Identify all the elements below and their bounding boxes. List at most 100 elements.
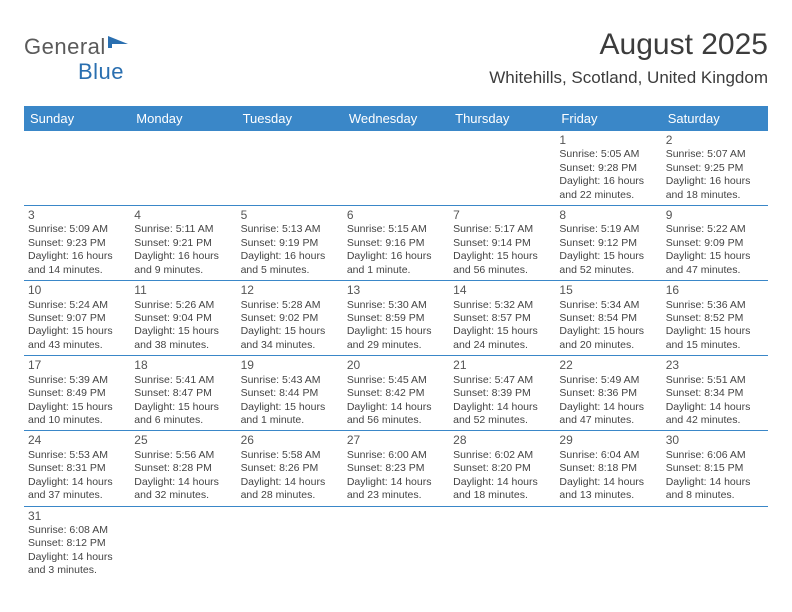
sunset-text: Sunset: 8:31 PM: [28, 462, 126, 475]
daylight-text: and 42 minutes.: [666, 414, 764, 427]
sunset-text: Sunset: 9:23 PM: [28, 237, 126, 250]
location-text: Whitehills, Scotland, United Kingdom: [489, 68, 768, 88]
sunset-text: Sunset: 8:12 PM: [28, 537, 126, 550]
sunrise-text: Sunrise: 5:30 AM: [347, 299, 445, 312]
daylight-text: and 5 minutes.: [241, 264, 339, 277]
sunrise-text: Sunrise: 5:15 AM: [347, 223, 445, 236]
sunrise-text: Sunrise: 5:56 AM: [134, 449, 232, 462]
sunrise-text: Sunrise: 5:13 AM: [241, 223, 339, 236]
day-number: 14: [453, 283, 551, 298]
sunrise-text: Sunrise: 5:34 AM: [559, 299, 657, 312]
page-title: August 2025: [489, 28, 768, 62]
daylight-text: and 56 minutes.: [347, 414, 445, 427]
day-number: 19: [241, 358, 339, 373]
daylight-text: Daylight: 15 hours: [241, 325, 339, 338]
calendar-body: 1Sunrise: 5:05 AMSunset: 9:28 PMDaylight…: [24, 131, 768, 581]
day-number: 8: [559, 208, 657, 223]
day-number: 27: [347, 433, 445, 448]
daylight-text: Daylight: 15 hours: [453, 250, 551, 263]
calendar-cell: 25Sunrise: 5:56 AMSunset: 8:28 PMDayligh…: [130, 431, 236, 506]
daylight-text: and 6 minutes.: [134, 414, 232, 427]
calendar-cell-blank: [343, 507, 449, 581]
daylight-text: and 13 minutes.: [559, 489, 657, 502]
sunrise-text: Sunrise: 5:45 AM: [347, 374, 445, 387]
calendar-cell: 12Sunrise: 5:28 AMSunset: 9:02 PMDayligh…: [237, 281, 343, 356]
calendar-cell-blank: [237, 507, 343, 581]
day-number: 18: [134, 358, 232, 373]
daylight-text: and 28 minutes.: [241, 489, 339, 502]
sunset-text: Sunset: 8:26 PM: [241, 462, 339, 475]
day-number: 15: [559, 283, 657, 298]
day-number: 2: [666, 133, 764, 148]
sunrise-text: Sunrise: 5:51 AM: [666, 374, 764, 387]
sunset-text: Sunset: 8:47 PM: [134, 387, 232, 400]
sunrise-text: Sunrise: 5:11 AM: [134, 223, 232, 236]
sunset-text: Sunset: 8:52 PM: [666, 312, 764, 325]
sunset-text: Sunset: 9:16 PM: [347, 237, 445, 250]
sunset-text: Sunset: 9:21 PM: [134, 237, 232, 250]
daylight-text: Daylight: 16 hours: [241, 250, 339, 263]
calendar-cell: 3Sunrise: 5:09 AMSunset: 9:23 PMDaylight…: [24, 206, 130, 281]
day-number: 30: [666, 433, 764, 448]
sunset-text: Sunset: 9:19 PM: [241, 237, 339, 250]
calendar-cell: 24Sunrise: 5:53 AMSunset: 8:31 PMDayligh…: [24, 431, 130, 506]
sunrise-text: Sunrise: 6:06 AM: [666, 449, 764, 462]
sunset-text: Sunset: 8:20 PM: [453, 462, 551, 475]
calendar-cell: 19Sunrise: 5:43 AMSunset: 8:44 PMDayligh…: [237, 356, 343, 431]
calendar-cell: 1Sunrise: 5:05 AMSunset: 9:28 PMDaylight…: [555, 131, 661, 206]
sunset-text: Sunset: 8:44 PM: [241, 387, 339, 400]
weekday-header: Friday: [555, 106, 661, 131]
sunset-text: Sunset: 8:34 PM: [666, 387, 764, 400]
daylight-text: and 18 minutes.: [666, 189, 764, 202]
calendar-cell: 9Sunrise: 5:22 AMSunset: 9:09 PMDaylight…: [662, 206, 768, 281]
daylight-text: and 10 minutes.: [28, 414, 126, 427]
daylight-text: Daylight: 15 hours: [241, 401, 339, 414]
header: General Blue August 2025 Whitehills, Sco…: [24, 28, 768, 88]
sunset-text: Sunset: 8:42 PM: [347, 387, 445, 400]
sunset-text: Sunset: 8:15 PM: [666, 462, 764, 475]
daylight-text: Daylight: 14 hours: [559, 401, 657, 414]
daylight-text: Daylight: 14 hours: [559, 476, 657, 489]
sunrise-text: Sunrise: 5:26 AM: [134, 299, 232, 312]
daylight-text: Daylight: 15 hours: [134, 401, 232, 414]
sunrise-text: Sunrise: 5:07 AM: [666, 148, 764, 161]
calendar-cell: 31Sunrise: 6:08 AMSunset: 8:12 PMDayligh…: [24, 507, 130, 581]
calendar-cell: 11Sunrise: 5:26 AMSunset: 9:04 PMDayligh…: [130, 281, 236, 356]
day-number: 22: [559, 358, 657, 373]
daylight-text: and 32 minutes.: [134, 489, 232, 502]
sunrise-text: Sunrise: 5:47 AM: [453, 374, 551, 387]
calendar-cell: 15Sunrise: 5:34 AMSunset: 8:54 PMDayligh…: [555, 281, 661, 356]
daylight-text: Daylight: 15 hours: [559, 325, 657, 338]
sunset-text: Sunset: 9:07 PM: [28, 312, 126, 325]
daylight-text: and 9 minutes.: [134, 264, 232, 277]
sunrise-text: Sunrise: 5:28 AM: [241, 299, 339, 312]
calendar-cell: 18Sunrise: 5:41 AMSunset: 8:47 PMDayligh…: [130, 356, 236, 431]
daylight-text: and 20 minutes.: [559, 339, 657, 352]
sunset-text: Sunset: 8:23 PM: [347, 462, 445, 475]
sunrise-text: Sunrise: 5:41 AM: [134, 374, 232, 387]
sunrise-text: Sunrise: 5:17 AM: [453, 223, 551, 236]
calendar-cell: 17Sunrise: 5:39 AMSunset: 8:49 PMDayligh…: [24, 356, 130, 431]
day-number: 25: [134, 433, 232, 448]
calendar-cell: 13Sunrise: 5:30 AMSunset: 8:59 PMDayligh…: [343, 281, 449, 356]
weekday-header: Tuesday: [237, 106, 343, 131]
day-number: 13: [347, 283, 445, 298]
weekday-header: Thursday: [449, 106, 555, 131]
daylight-text: Daylight: 15 hours: [453, 325, 551, 338]
daylight-text: and 23 minutes.: [347, 489, 445, 502]
daylight-text: and 56 minutes.: [453, 264, 551, 277]
daylight-text: Daylight: 14 hours: [28, 551, 126, 564]
calendar-cell: 14Sunrise: 5:32 AMSunset: 8:57 PMDayligh…: [449, 281, 555, 356]
daylight-text: and 18 minutes.: [453, 489, 551, 502]
daylight-text: and 3 minutes.: [28, 564, 126, 577]
daylight-text: Daylight: 14 hours: [28, 476, 126, 489]
calendar-cell-blank: [555, 507, 661, 581]
sunrise-text: Sunrise: 5:09 AM: [28, 223, 126, 236]
weekday-header: Wednesday: [343, 106, 449, 131]
sunset-text: Sunset: 9:28 PM: [559, 162, 657, 175]
sunrise-text: Sunrise: 6:04 AM: [559, 449, 657, 462]
day-number: 20: [347, 358, 445, 373]
day-number: 28: [453, 433, 551, 448]
sunrise-text: Sunrise: 5:43 AM: [241, 374, 339, 387]
daylight-text: Daylight: 15 hours: [347, 325, 445, 338]
